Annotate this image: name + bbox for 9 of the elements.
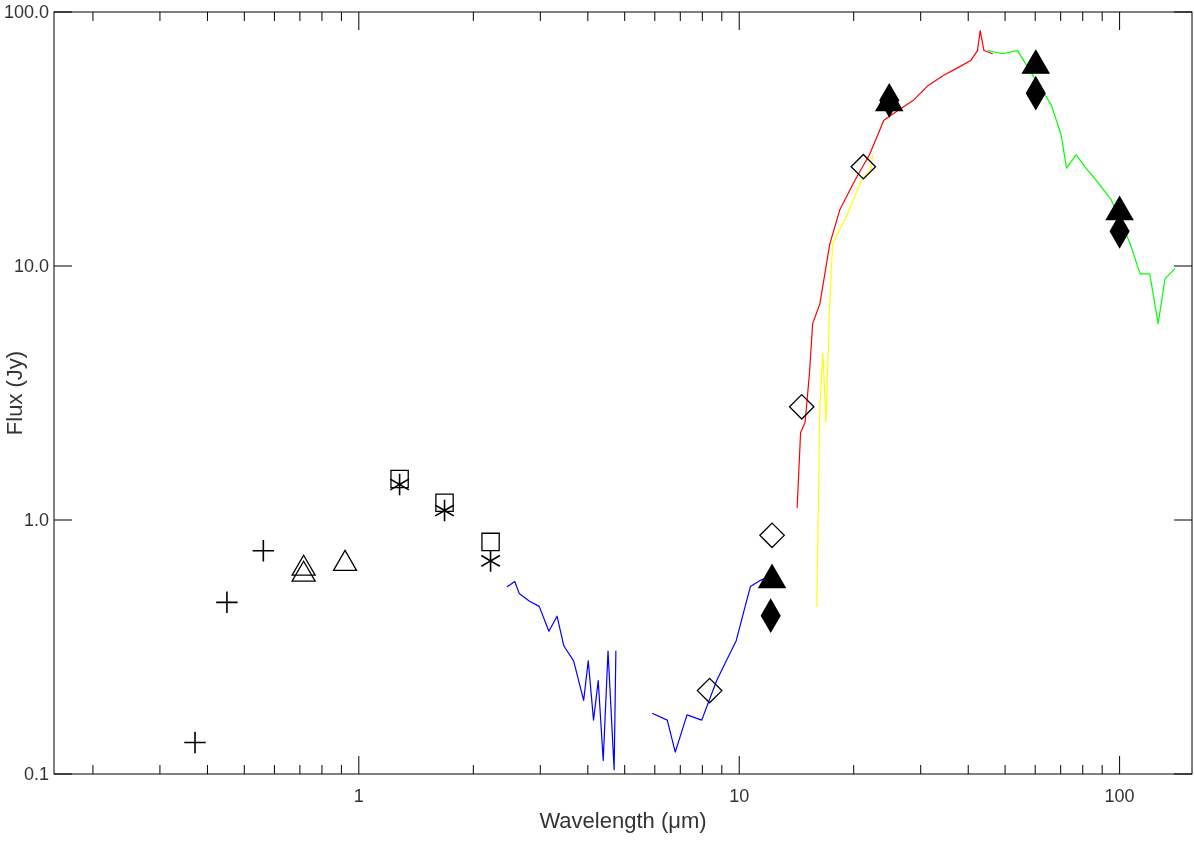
y-axis-title: Flux (Jy) xyxy=(2,350,27,436)
y-tick-label: 100.0 xyxy=(3,2,49,22)
x-tick-label: 100 xyxy=(1104,786,1135,806)
y-tick-label: 10.0 xyxy=(13,256,49,276)
y-tick-label: 1.0 xyxy=(23,510,49,530)
x-tick-label: 1 xyxy=(353,786,364,806)
x-axis-title: Wavelength (μm) xyxy=(539,808,707,833)
x-tick-label: 10 xyxy=(729,786,750,806)
y-tick-label: 0.1 xyxy=(23,764,49,784)
